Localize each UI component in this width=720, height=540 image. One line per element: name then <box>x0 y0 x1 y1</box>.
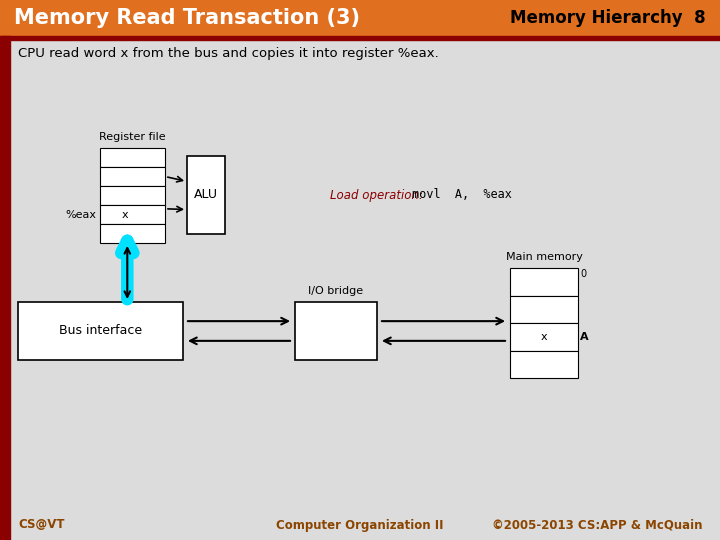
Text: A: A <box>580 332 589 342</box>
Bar <box>510 350 578 378</box>
Text: I/O bridge: I/O bridge <box>308 286 364 296</box>
Text: Register file: Register file <box>99 132 166 142</box>
Text: Memory Hierarchy  8: Memory Hierarchy 8 <box>510 9 706 27</box>
Bar <box>100 205 165 224</box>
Bar <box>510 295 578 323</box>
Text: Bus interface: Bus interface <box>59 325 142 338</box>
Text: ©2005-2013 CS:APP & McQuain: ©2005-2013 CS:APP & McQuain <box>492 518 702 531</box>
Text: x: x <box>122 210 128 219</box>
Bar <box>187 156 225 234</box>
Bar <box>295 302 377 360</box>
Text: movl  A,  %eax: movl A, %eax <box>405 188 512 201</box>
Text: ALU: ALU <box>194 188 218 201</box>
Bar <box>100 224 165 243</box>
Bar <box>0 36 720 40</box>
Bar <box>510 323 578 350</box>
Text: CPU read word x from the bus and copies it into register %eax.: CPU read word x from the bus and copies … <box>18 48 438 60</box>
Text: 0: 0 <box>580 269 586 279</box>
Bar <box>100 148 165 167</box>
Text: Main memory: Main memory <box>505 252 582 262</box>
Text: Load operation:: Load operation: <box>330 188 423 201</box>
Text: x: x <box>541 332 547 342</box>
Bar <box>0 0 720 36</box>
Bar <box>0 36 10 540</box>
Bar <box>100 186 165 205</box>
Text: CS@VT: CS@VT <box>18 518 65 531</box>
Bar <box>100 167 165 186</box>
Bar <box>510 268 578 295</box>
Text: Computer Organization II: Computer Organization II <box>276 518 444 531</box>
Text: Memory Read Transaction (3): Memory Read Transaction (3) <box>14 8 360 28</box>
Text: %eax: %eax <box>65 210 96 219</box>
Bar <box>18 302 183 360</box>
